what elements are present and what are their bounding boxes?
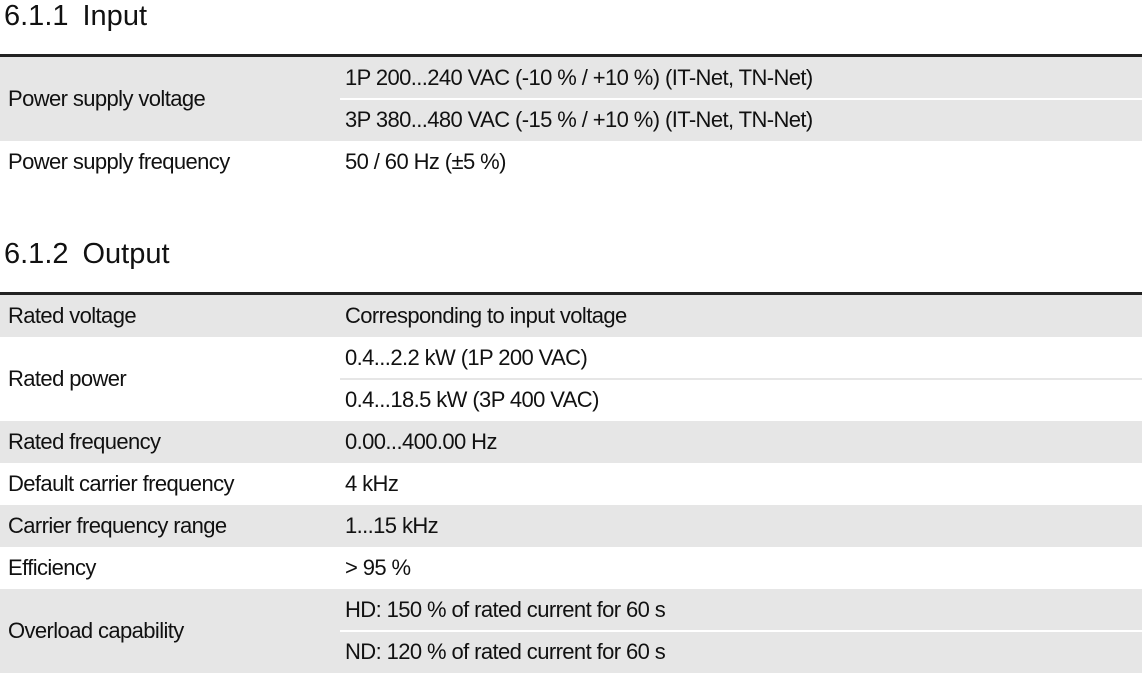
row-value: 4 kHz xyxy=(345,471,399,496)
table-row: Power supply voltage 1P 200...240 VAC (-1… xyxy=(0,57,1142,141)
table-row: Carrier frequency range 1...15 kHz xyxy=(0,505,1142,547)
row-value: HD: 150 % of rated current for 60 s xyxy=(345,597,666,622)
row-separator xyxy=(340,98,1142,100)
row-label: Rated voltage xyxy=(8,303,137,328)
row-label: Overload capability xyxy=(8,618,184,643)
table-row: Efficiency > 95 % xyxy=(0,547,1142,589)
row-separator xyxy=(340,378,1142,380)
row-value: 1P 200...240 VAC (-10 % / +10 %) (IT-Net… xyxy=(345,65,813,90)
row-value: 50 / 60 Hz (±5 %) xyxy=(345,149,506,174)
row-value: ND: 120 % of rated current for 60 s xyxy=(345,639,666,664)
row-label: Efficiency xyxy=(8,555,96,580)
table-row: Power supply frequency 50 / 60 Hz (±5 %) xyxy=(0,141,1142,183)
row-value: Corresponding to input voltage xyxy=(345,303,627,328)
section-number: 6.1.1 xyxy=(4,0,69,32)
table-row: Rated power 0.4...2.2 kW (1P 200 VAC) 0.4.… xyxy=(0,337,1142,421)
row-label: Power supply frequency xyxy=(8,149,230,174)
row-value: 3P 380...480 VAC (-15 % / +10 %) (IT-Net… xyxy=(345,107,813,132)
row-label: Rated power xyxy=(8,366,127,391)
row-value: 0.00...400.00 Hz xyxy=(345,429,497,454)
heading-rule xyxy=(0,54,1142,57)
row-label: Power supply voltage xyxy=(8,86,206,111)
row-value: > 95 % xyxy=(345,555,411,580)
section-title: Output xyxy=(82,238,170,270)
section-heading: 6.1.1 Input xyxy=(4,0,147,40)
table-row: Overload capability HD: 150 % of rated cu… xyxy=(0,589,1142,673)
row-value: 0.4...2.2 kW (1P 200 VAC) xyxy=(345,345,588,370)
heading-rule xyxy=(0,292,1142,295)
row-value: 1...15 kHz xyxy=(345,513,439,538)
row-label: Rated frequency xyxy=(8,429,161,454)
section-heading: 6.1.2 Output xyxy=(4,238,170,278)
table-row: Rated frequency 0.00...400.00 Hz xyxy=(0,421,1142,463)
table-row: Rated voltage Corresponding to input volt… xyxy=(0,295,1142,337)
row-label: Default carrier frequency xyxy=(8,471,234,496)
section-number: 6.1.2 xyxy=(4,238,69,270)
row-label: Carrier frequency range xyxy=(8,513,227,538)
table-row: Default carrier frequency 4 kHz xyxy=(0,463,1142,505)
row-separator xyxy=(340,630,1142,632)
section-title: Input xyxy=(82,0,148,32)
row-value: 0.4...18.5 kW (3P 400 VAC) xyxy=(345,387,599,412)
